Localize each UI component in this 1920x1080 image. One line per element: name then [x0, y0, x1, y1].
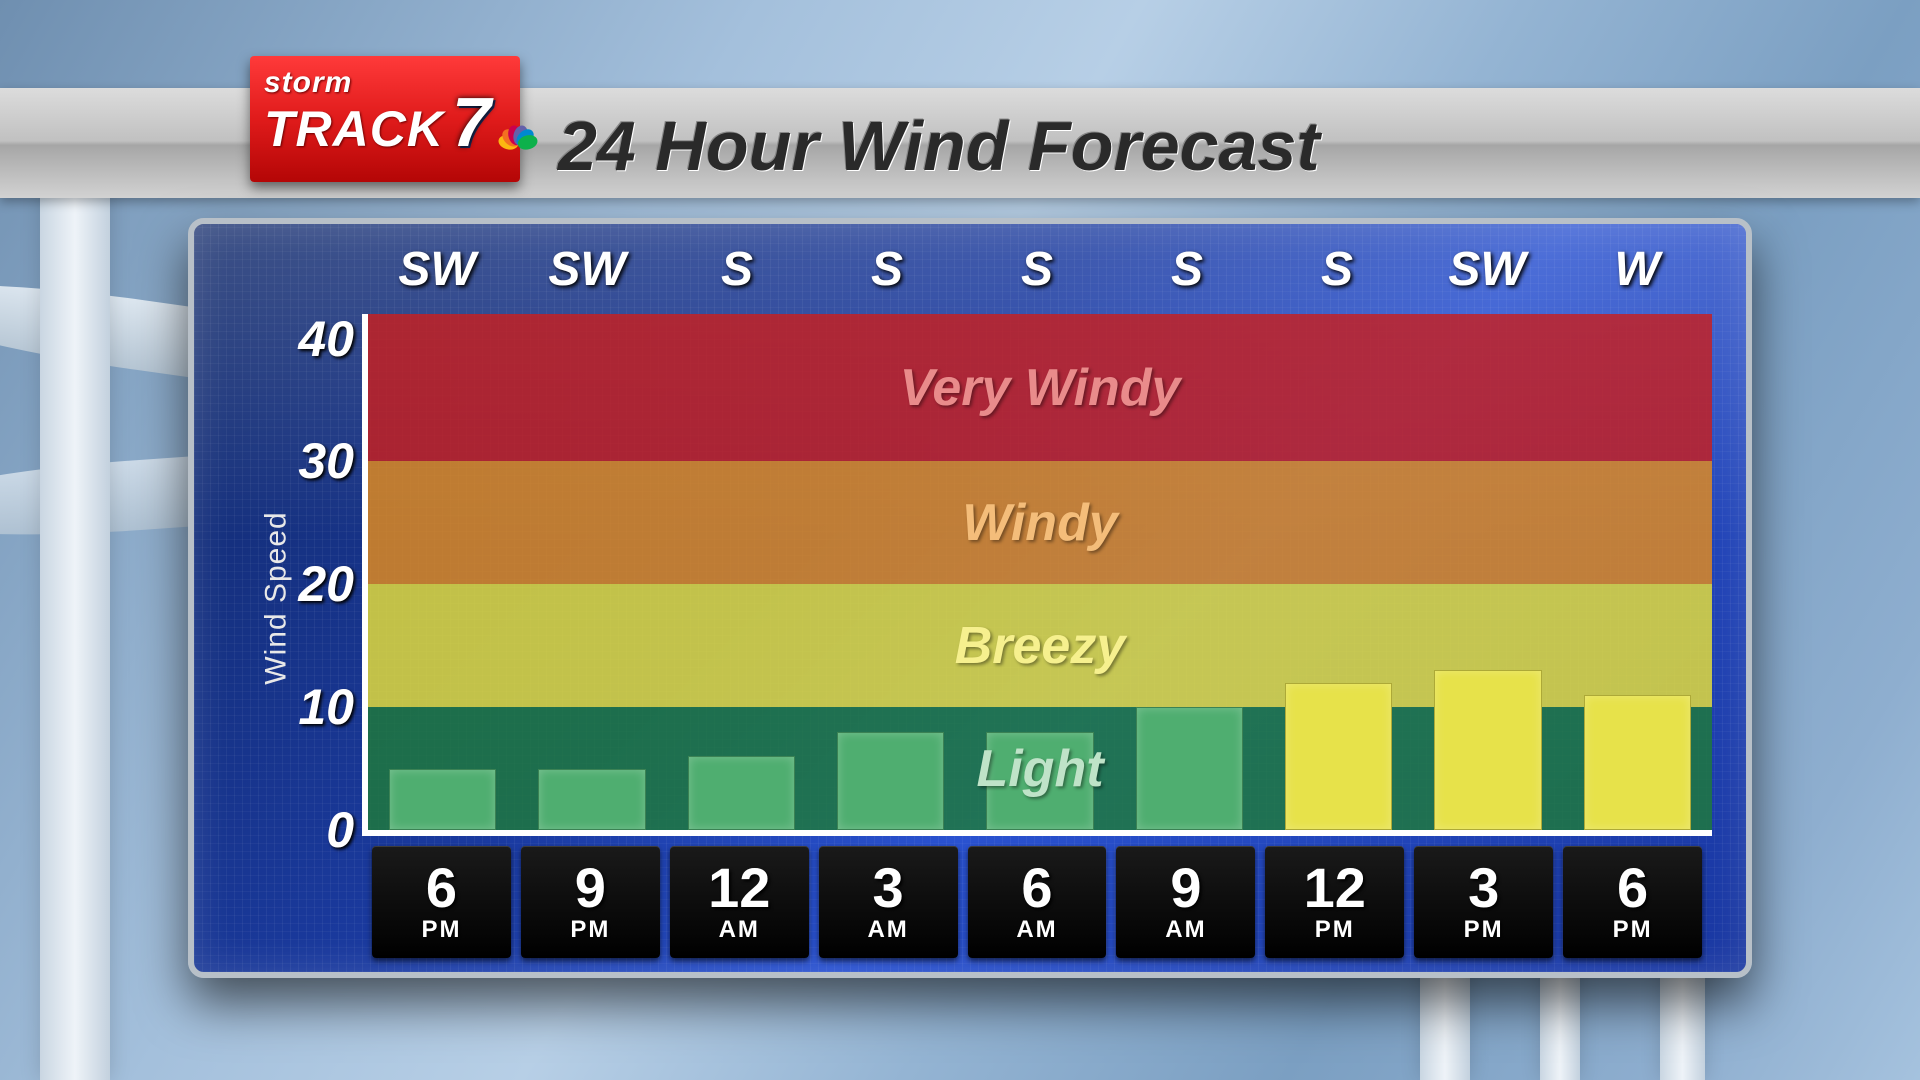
wind-direction-label: S	[812, 242, 962, 298]
wind-band-label: Windy	[368, 493, 1712, 553]
wind-direction-label: S	[662, 242, 812, 298]
time-label: 12PM	[1265, 846, 1404, 958]
wind-direction-label: S	[1112, 242, 1262, 298]
y-tick: 40	[298, 310, 354, 368]
time-ampm: PM	[372, 916, 511, 944]
chart-plot-area: LightBreezyWindyVery Windy010203040	[362, 314, 1712, 836]
time-ampm: PM	[521, 916, 660, 944]
storm-track-logo: storm TRACK 7	[250, 56, 520, 182]
time-axis-row: 6PM9PM12AM3AM6AM9AM12PM3PM6PM	[362, 846, 1712, 958]
time-label: 6PM	[372, 846, 511, 958]
chart-panel: Wind Speed SWSWSSSSSSWW LightBreezyWindy…	[188, 218, 1752, 978]
time-ampm: PM	[1563, 916, 1702, 944]
y-axis-label: Wind Speed	[260, 511, 294, 684]
wind-band-label: Very Windy	[368, 358, 1712, 418]
logo-line2: TRACK	[264, 100, 444, 158]
time-hour: 3	[1414, 860, 1553, 916]
time-ampm: AM	[819, 916, 958, 944]
time-hour: 9	[521, 860, 660, 916]
time-label: 9AM	[1116, 846, 1255, 958]
time-ampm: AM	[1116, 916, 1255, 944]
time-ampm: PM	[1265, 916, 1404, 944]
time-hour: 6	[1563, 860, 1702, 916]
wind-band-label: Light	[368, 739, 1712, 799]
wind-direction-row: SWSWSSSSSSWW	[362, 242, 1712, 298]
wind-band-label: Breezy	[368, 616, 1712, 676]
nbc-peacock-icon	[501, 118, 506, 152]
wind-direction-label: SW	[362, 242, 512, 298]
turbine-pole	[40, 180, 110, 1080]
time-label: 6AM	[968, 846, 1107, 958]
time-label: 6PM	[1563, 846, 1702, 958]
y-tick: 20	[298, 555, 354, 613]
wind-direction-label: SW	[1412, 242, 1562, 298]
wind-direction-label: S	[1262, 242, 1412, 298]
page-title: 24 Hour Wind Forecast	[558, 106, 1320, 186]
time-ampm: AM	[670, 916, 809, 944]
wind-direction-label: W	[1562, 242, 1712, 298]
time-ampm: PM	[1414, 916, 1553, 944]
y-tick: 30	[298, 432, 354, 490]
time-label: 12AM	[670, 846, 809, 958]
time-label: 9PM	[521, 846, 660, 958]
y-tick: 0	[326, 801, 354, 859]
logo-seven: 7	[452, 101, 491, 143]
time-hour: 3	[819, 860, 958, 916]
time-hour: 12	[1265, 860, 1404, 916]
time-hour: 6	[968, 860, 1107, 916]
time-hour: 9	[1116, 860, 1255, 916]
time-ampm: AM	[968, 916, 1107, 944]
time-hour: 6	[372, 860, 511, 916]
wind-direction-label: S	[962, 242, 1112, 298]
wind-direction-label: SW	[512, 242, 662, 298]
y-tick: 10	[298, 678, 354, 736]
time-hour: 12	[670, 860, 809, 916]
time-label: 3AM	[819, 846, 958, 958]
time-label: 3PM	[1414, 846, 1553, 958]
